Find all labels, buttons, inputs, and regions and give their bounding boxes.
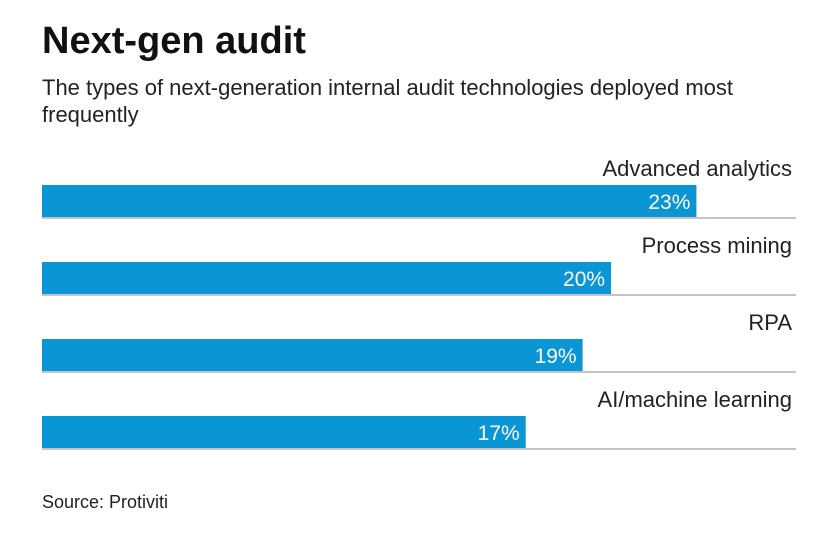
value-label: 20% (563, 268, 605, 291)
bar (42, 185, 697, 217)
value-label: 19% (535, 345, 577, 368)
bar (42, 339, 583, 371)
category-label: Advanced analytics (602, 156, 792, 181)
value-label: 17% (478, 422, 520, 445)
category-label: AI/machine learning (598, 387, 792, 412)
value-label: 23% (648, 191, 690, 214)
bar (42, 416, 526, 448)
chart-title: Next-gen audit (42, 20, 306, 62)
source-note: Source: Protiviti (42, 492, 169, 512)
category-label: RPA (748, 310, 792, 335)
chart-subtitle: The types of next-generation internal au… (42, 75, 733, 127)
category-label: Process mining (642, 233, 792, 258)
bar (42, 262, 612, 294)
